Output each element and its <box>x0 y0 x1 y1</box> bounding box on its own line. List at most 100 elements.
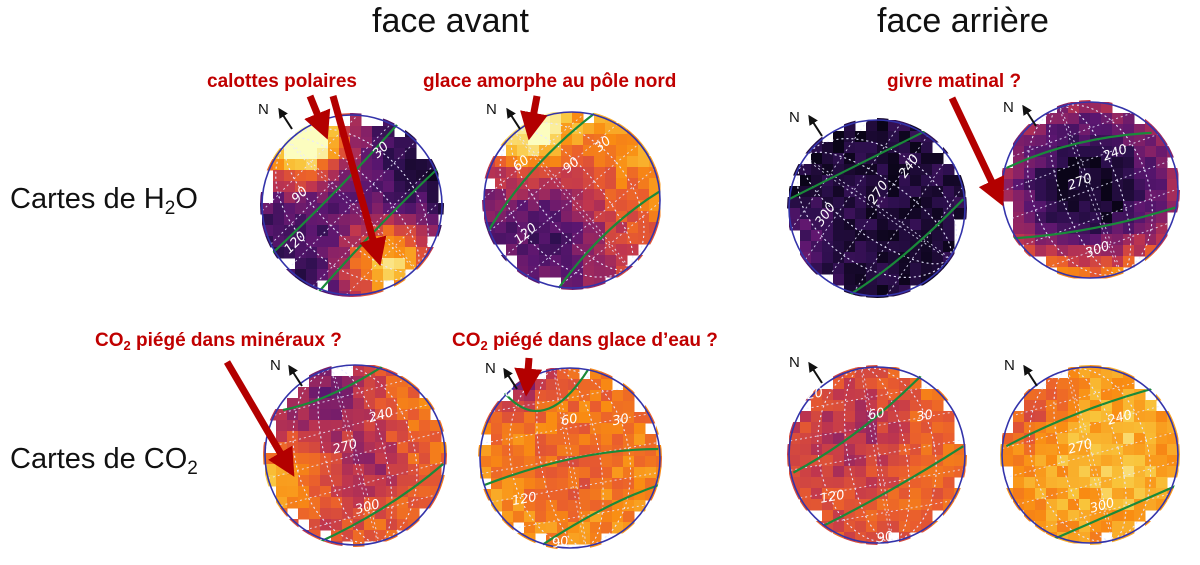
map-pixel <box>546 544 558 550</box>
map-pixel <box>634 467 646 479</box>
map-pixel <box>1079 499 1091 511</box>
map-pixel <box>1123 135 1135 147</box>
annotation-amorphous-ice: glace amorphe au pôle nord <box>423 71 677 92</box>
map-pixel <box>888 378 900 390</box>
map-pixel <box>899 142 911 154</box>
map-pixel <box>1013 223 1025 235</box>
map-pixel <box>350 126 362 138</box>
map-pixel <box>320 420 332 432</box>
map-pixel <box>866 411 878 423</box>
map-pixel <box>789 455 801 467</box>
map-pixel <box>262 236 274 248</box>
map-pixel <box>405 203 417 215</box>
map-pixel <box>579 412 591 424</box>
map-pixel <box>811 411 823 423</box>
map-pixel <box>866 444 878 456</box>
map-pixel <box>383 214 395 226</box>
map-pixel <box>888 367 900 379</box>
map-pixel <box>1112 521 1124 533</box>
map-pixel <box>375 486 387 498</box>
map-pixel <box>612 489 624 501</box>
map-pixel <box>546 478 558 490</box>
map-pixel <box>528 266 540 278</box>
map-pixel <box>1134 477 1146 489</box>
map-pixel <box>645 434 657 446</box>
map-pixel <box>1090 146 1102 158</box>
map-pixel <box>645 478 657 490</box>
map-pixel <box>932 241 944 253</box>
map-pixel <box>899 488 911 500</box>
map-pixel <box>342 508 354 520</box>
map-pixel <box>1057 179 1069 191</box>
map-pixel <box>616 167 628 179</box>
map-pixel <box>634 412 646 424</box>
map-pixel <box>295 137 307 149</box>
map-pixel <box>1057 521 1069 533</box>
map-pixel <box>910 241 922 253</box>
map-pixel <box>535 511 547 523</box>
map-pixel <box>383 236 395 248</box>
map-pixel <box>1134 124 1146 136</box>
map-pixel <box>921 241 933 253</box>
map-pixel <box>1145 179 1157 191</box>
map-pixel <box>1068 433 1080 445</box>
map-pixel <box>601 412 613 424</box>
map-pixel <box>1068 113 1080 125</box>
map-pixel <box>383 203 395 215</box>
map-pixel <box>877 433 889 445</box>
map-pixel <box>320 409 332 421</box>
map-pixel <box>306 159 318 171</box>
map-pixel <box>590 522 602 534</box>
map-pixel <box>943 175 955 187</box>
map-pixel <box>921 263 933 275</box>
map-pixel <box>1035 223 1047 235</box>
map-pixel <box>601 511 613 523</box>
map-pixel <box>557 401 569 413</box>
map-pixel <box>539 244 551 256</box>
map-pixel <box>866 142 878 154</box>
map-pixel <box>364 431 376 443</box>
map-pixel <box>572 255 584 267</box>
map-pixel <box>855 208 867 220</box>
map-pixel <box>579 423 591 435</box>
map-pixel <box>331 376 343 388</box>
map-pixel <box>833 444 845 456</box>
map-pixel <box>546 368 558 380</box>
map-pixel <box>539 200 551 212</box>
map-pixel <box>579 434 591 446</box>
map-pixel <box>1068 499 1080 511</box>
map-pixel <box>954 444 966 456</box>
map-pixel <box>844 208 856 220</box>
map-pixel <box>1101 466 1113 478</box>
map-pixel <box>513 434 525 446</box>
map-pixel <box>317 148 329 160</box>
map-pixel <box>1068 455 1080 467</box>
map-pixel <box>1134 389 1146 401</box>
map-pixel <box>331 464 343 476</box>
map-pixel <box>320 442 332 454</box>
map-pixel <box>844 433 856 445</box>
map-pixel <box>877 186 889 198</box>
map-pixel <box>932 389 944 401</box>
map-pixel <box>539 167 551 179</box>
map-pixel <box>1068 201 1080 213</box>
north-label: N <box>258 101 269 118</box>
map-pixel <box>590 533 602 545</box>
map-pixel <box>833 389 845 401</box>
map-pixel <box>306 137 318 149</box>
map-pixel <box>616 145 628 157</box>
map-pixel <box>561 244 573 256</box>
map-pixel <box>1068 124 1080 136</box>
map-pixel <box>583 200 595 212</box>
map-pixel <box>287 475 299 487</box>
map-pixel <box>1046 201 1058 213</box>
map-pixel <box>1145 245 1157 257</box>
map-pixel <box>605 244 617 256</box>
map-pixel <box>1079 433 1091 445</box>
map-pixel <box>634 500 646 512</box>
map-pixel <box>1068 157 1080 169</box>
annotation-co2-ice-prefix: CO <box>452 330 481 351</box>
map-pixel <box>627 167 639 179</box>
map-pixel <box>844 219 856 231</box>
map-pixel <box>612 522 624 534</box>
